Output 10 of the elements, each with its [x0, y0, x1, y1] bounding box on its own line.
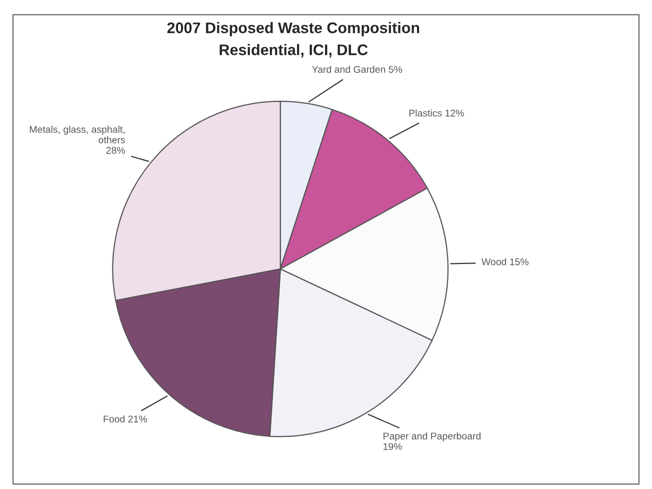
data-label: 28%: [106, 146, 125, 154]
slice-label: Plastics 12%: [409, 109, 464, 117]
slice-label: Paper and Paperboard: [384, 432, 481, 442]
slice-label: Wood 15%: [481, 258, 528, 266]
slice-label: Metals, glass, asphalt, others: [30, 126, 125, 144]
chart-title: 2007 Disposed Waste Composition: [167, 22, 420, 36]
slice-label: Food 21%: [104, 415, 147, 422]
chart-subtitle: Residential, ICI, DLC: [220, 44, 368, 58]
slice-label: Yard and Garden 5%: [312, 66, 402, 73]
data-label: 19%: [384, 443, 402, 450]
